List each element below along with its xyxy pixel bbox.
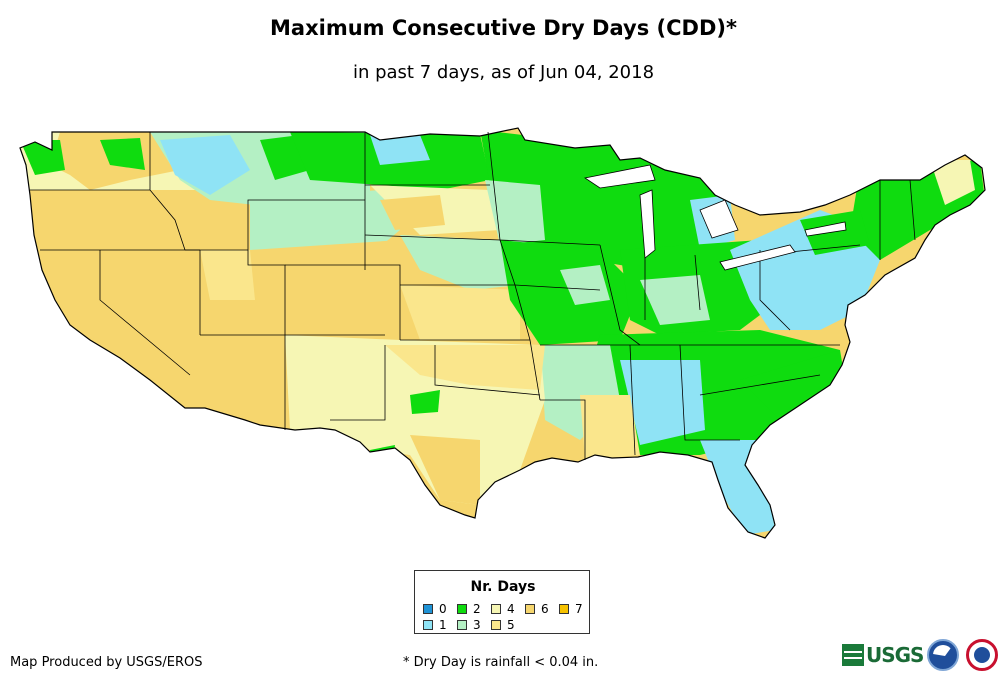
legend-label-5: 5 <box>507 618 515 632</box>
state-borders <box>30 131 916 460</box>
border-ia-mo <box>514 284 601 291</box>
legend-item-7: 7 <box>559 602 583 616</box>
region-new-york-2day <box>800 210 870 255</box>
legend-swatch-3 <box>457 620 467 630</box>
usgs-wave-icon <box>842 644 864 666</box>
legend-label-0: 0 <box>439 602 447 616</box>
region-wyoming-3day <box>250 190 400 255</box>
region-kansas-5day <box>400 285 520 340</box>
region-illinois-3day <box>560 265 610 305</box>
border-nh-me <box>909 179 916 241</box>
legend-label-3: 3 <box>473 618 481 632</box>
legend-swatch-4 <box>491 604 501 614</box>
border-al-ga-fl <box>679 344 740 441</box>
legend-label-1: 1 <box>439 618 447 632</box>
region-minnesota-3day <box>485 180 545 245</box>
legend-swatch-7 <box>559 604 569 614</box>
border-ms-al <box>629 344 636 456</box>
border-id-west <box>149 132 186 251</box>
border-ut-wy-mt <box>185 199 365 251</box>
usgs-logo: USGS <box>842 643 924 667</box>
legend-item-6: 6 <box>525 602 549 616</box>
lake-ontario <box>804 221 847 237</box>
region-florida-1day <box>700 440 775 535</box>
map-subtitle: in past 7 days, as of Jun 04, 2018 <box>352 62 655 83</box>
national-border <box>19 127 986 539</box>
legend-item-1: 1 <box>423 618 447 632</box>
region-carolinas-2day <box>740 350 845 420</box>
map-title: Maximum Consecutive Dry Days (CDD)* <box>270 16 737 40</box>
legend-label-7: 7 <box>575 602 583 616</box>
border-il <box>599 244 641 346</box>
lake-superior <box>583 164 656 189</box>
dry-day-note: * Dry Day is rainfall < 0.04 in. <box>403 655 599 670</box>
legend-label-6: 6 <box>541 602 549 616</box>
nws-logo-icon <box>966 639 998 671</box>
legend-item-4: 4 <box>491 602 515 616</box>
great-lakes <box>583 164 847 271</box>
border-co <box>285 264 401 340</box>
credit-text: Map Produced by USGS/EROS <box>10 655 203 670</box>
border-tx-nm <box>330 345 386 421</box>
lake-huron <box>699 199 739 239</box>
region-nebraska-3day <box>400 235 520 290</box>
border-ut-co <box>247 250 286 335</box>
lake-michigan <box>639 189 656 259</box>
region-south-dakota-6day <box>380 195 445 230</box>
legend-label-4: 4 <box>507 602 515 616</box>
region-texas-2day-patch <box>410 390 440 414</box>
region-south-texas-6day <box>410 435 480 505</box>
region-washington-2day <box>20 140 65 175</box>
legend-item-2: 2 <box>457 602 481 616</box>
legend-swatch-6 <box>525 604 535 614</box>
border-ar-la <box>540 399 586 460</box>
border-mn-ia <box>499 239 601 246</box>
region-maine-4day <box>930 160 975 205</box>
border-oh-in <box>694 254 701 311</box>
region-oklahoma-5day <box>385 345 545 390</box>
border-oh-pa-wv <box>759 250 791 331</box>
legend-swatch-1 <box>423 620 433 630</box>
region-utah-5day <box>200 250 255 300</box>
legend-item-3: 3 <box>457 618 481 632</box>
border-ok-tx <box>434 345 541 396</box>
region-montana-1day <box>160 135 250 195</box>
legend-title: Nr. Days <box>470 579 536 595</box>
noaa-logo-icon <box>927 639 959 671</box>
border-ca-nv <box>99 250 191 376</box>
border-sc-ga <box>699 374 821 396</box>
legend-swatch-5 <box>491 620 501 630</box>
region-indiana-3day <box>640 275 710 325</box>
legend-swatch-0 <box>423 604 433 614</box>
legend-label-2: 2 <box>473 602 481 616</box>
region-louisiana-5day <box>580 395 640 460</box>
lake-erie <box>719 244 796 271</box>
border-sd-ne <box>364 234 501 241</box>
agency-logos: USGS <box>842 637 1002 679</box>
legend-item-0: 0 <box>423 602 447 616</box>
region-washington-east-2day <box>100 138 145 170</box>
legend-swatch-2 <box>457 604 467 614</box>
region-north-dakota-1day <box>370 135 430 165</box>
usgs-logo-text: USGS <box>866 643 924 667</box>
legend-item-5: 5 <box>491 618 515 632</box>
legend: Nr. Days 0 1 2 3 4 5 6 7 <box>414 570 590 634</box>
